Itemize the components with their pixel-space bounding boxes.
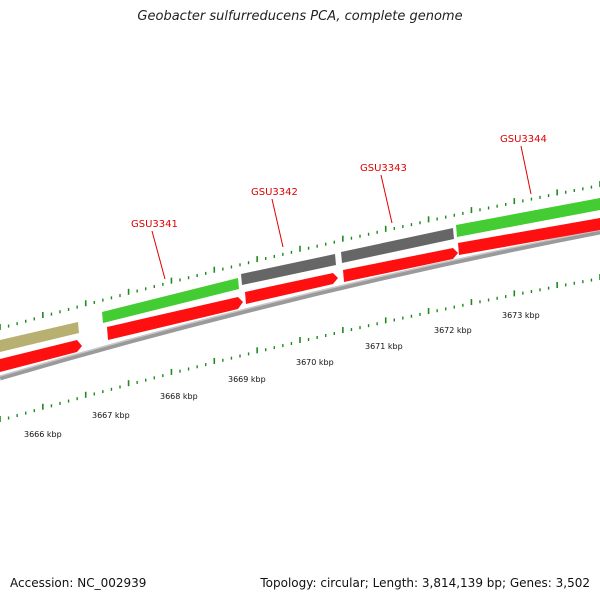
- feature-gray-2[interactable]: [341, 228, 454, 263]
- gene-label-line: [271, 198, 284, 248]
- kbp-label: 3667 kbp: [92, 411, 130, 420]
- gene-label-line: [520, 145, 532, 195]
- backbone-arc-highlight: [0, 229, 600, 377]
- gene-label-line: [380, 174, 393, 224]
- kbp-label: 3668 kbp: [160, 392, 198, 401]
- kbp-label: 3666 kbp: [24, 430, 62, 439]
- gene-label-gsu3341[interactable]: GSU3341: [131, 219, 178, 230]
- cds-arrow-3[interactable]: [245, 273, 338, 304]
- cds-arrow-4[interactable]: [343, 248, 458, 282]
- lower-tick-marks: [0, 274, 600, 422]
- kbp-label: 3673 kbp: [502, 311, 540, 320]
- gene-label-gsu3343[interactable]: GSU3343: [360, 163, 407, 174]
- feature-green-1[interactable]: [102, 278, 239, 323]
- cds-arrow-1[interactable]: [0, 340, 82, 372]
- feature-green-2[interactable]: [456, 198, 600, 237]
- feature-gray-1[interactable]: [241, 254, 336, 285]
- feature-track: [0, 198, 600, 352]
- cds-arrow-5[interactable]: [458, 218, 600, 255]
- map-title: Geobacter sulfurreducens PCA, complete g…: [137, 9, 463, 24]
- upper-tick-marks: [0, 181, 600, 330]
- kbp-label: 3670 kbp: [296, 358, 334, 367]
- kbp-label: 3669 kbp: [228, 375, 266, 384]
- gene-label-gsu3344[interactable]: GSU3344: [500, 134, 547, 145]
- cds-arrow-2[interactable]: [107, 297, 243, 340]
- accession-text: Accession: NC_002939: [10, 576, 147, 590]
- cds-track: [0, 218, 600, 372]
- gene-label-gsu3342[interactable]: GSU3342: [251, 187, 298, 198]
- backbone-arc: [0, 229, 600, 381]
- kbp-label: 3672 kbp: [434, 326, 472, 335]
- feature-olive[interactable]: [0, 322, 79, 352]
- genome-summary-text: Topology: circular; Length: 3,814,139 bp…: [260, 576, 590, 590]
- kbp-label: 3671 kbp: [365, 342, 403, 351]
- gene-label-line: [151, 230, 166, 280]
